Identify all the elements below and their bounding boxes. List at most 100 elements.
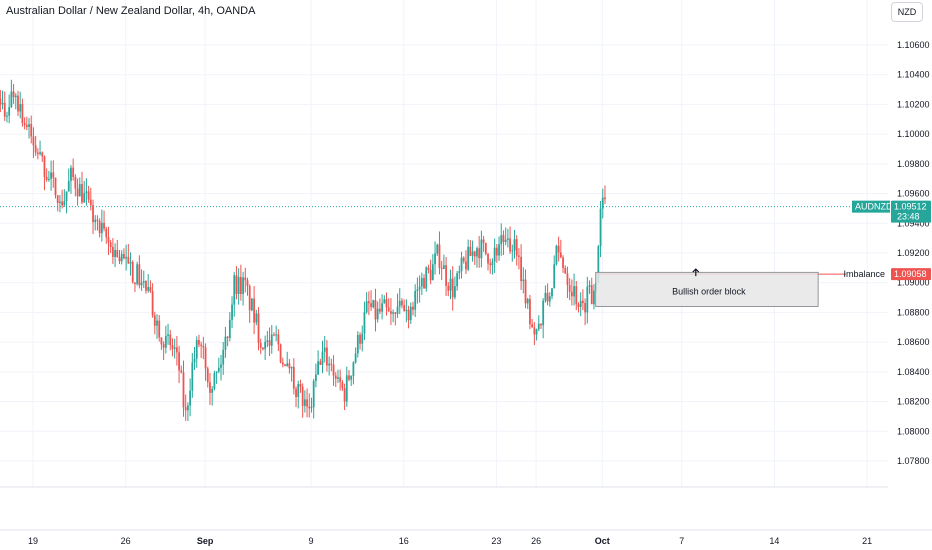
candle-body bbox=[52, 172, 55, 178]
candle-body bbox=[251, 298, 253, 311]
candle-body bbox=[100, 222, 103, 234]
chart-title: Australian Dollar / New Zealand Dollar, … bbox=[6, 5, 256, 17]
candle-body bbox=[440, 267, 443, 269]
candle-body bbox=[118, 257, 121, 262]
candle-body bbox=[577, 304, 580, 308]
candle-body bbox=[237, 277, 240, 294]
candle-body bbox=[184, 407, 187, 411]
candle-body bbox=[180, 370, 183, 373]
candle-body bbox=[378, 308, 381, 312]
candle-body bbox=[480, 239, 483, 259]
candle-body bbox=[268, 340, 271, 346]
candle-body bbox=[323, 347, 326, 352]
candle-body bbox=[178, 352, 180, 371]
candle-body bbox=[310, 407, 313, 409]
candle-body bbox=[145, 281, 147, 291]
candle-body bbox=[348, 375, 350, 380]
candle-body bbox=[345, 375, 348, 402]
candle-body bbox=[43, 156, 46, 177]
candle-body bbox=[162, 344, 165, 348]
candle-body bbox=[72, 167, 75, 178]
candle-body bbox=[447, 285, 450, 291]
candle-body bbox=[495, 247, 498, 256]
candle-body bbox=[191, 362, 194, 391]
x-axis[interactable]: 19 26 Sep 9 16 23 26 Oct 7 14 21 bbox=[28, 536, 872, 546]
order-block-box[interactable] bbox=[595, 271, 819, 307]
candle-body bbox=[385, 299, 388, 308]
candle-body bbox=[451, 278, 454, 298]
candle-body bbox=[301, 386, 304, 406]
candle-body bbox=[436, 244, 439, 254]
candle-body bbox=[593, 290, 595, 305]
candle-body bbox=[535, 329, 538, 335]
candle-body bbox=[500, 235, 503, 245]
candle-body bbox=[564, 267, 567, 274]
candle-body bbox=[438, 244, 441, 268]
candle-body bbox=[526, 298, 529, 304]
candle-body bbox=[248, 286, 251, 311]
candle-body bbox=[341, 382, 344, 389]
candle-body bbox=[200, 344, 203, 346]
candle-body bbox=[476, 248, 478, 257]
symbol-badge bbox=[852, 200, 890, 213]
candle-body bbox=[92, 205, 94, 223]
candle-body bbox=[367, 301, 370, 304]
y-tick-label: 1.09800 bbox=[897, 159, 930, 169]
candle-body bbox=[47, 178, 50, 180]
candle-body bbox=[120, 254, 123, 262]
y-tick-label: 1.09400 bbox=[897, 218, 930, 228]
current-price-badge bbox=[891, 200, 931, 223]
candle-body bbox=[56, 195, 59, 204]
candle-body bbox=[70, 167, 72, 181]
candle-body bbox=[3, 102, 6, 117]
candle-body bbox=[175, 347, 178, 353]
candle-body bbox=[568, 284, 571, 292]
candle-body bbox=[171, 344, 174, 349]
x-tick-label: 23 bbox=[491, 536, 501, 546]
candle-body bbox=[551, 288, 553, 297]
candle-body bbox=[98, 220, 101, 234]
candle-body bbox=[158, 320, 161, 338]
candle-body bbox=[21, 104, 24, 123]
candle-body bbox=[257, 313, 260, 343]
y-tick-label: 1.07800 bbox=[897, 456, 930, 466]
candle-body bbox=[365, 301, 368, 313]
candle-body bbox=[529, 298, 531, 325]
candle-body bbox=[553, 264, 556, 289]
candle-body bbox=[509, 238, 511, 252]
candle-body bbox=[482, 239, 485, 243]
candle-body bbox=[467, 246, 470, 270]
symbol-label: AUDNZD bbox=[855, 202, 893, 212]
candle-body bbox=[36, 152, 39, 155]
grid-lines bbox=[0, 0, 888, 487]
candle-body bbox=[533, 327, 536, 335]
candle-body bbox=[76, 188, 79, 197]
currency-button[interactable]: NZD bbox=[891, 2, 923, 22]
candle-body bbox=[67, 180, 70, 192]
candle-body bbox=[211, 388, 214, 393]
candle-body bbox=[314, 374, 317, 382]
x-tick-label: 16 bbox=[399, 536, 409, 546]
candle-body bbox=[354, 353, 357, 363]
candle-body bbox=[573, 286, 575, 297]
candle-body bbox=[131, 262, 134, 283]
candle-body bbox=[1, 102, 4, 105]
candle-body bbox=[81, 184, 83, 203]
candle-body bbox=[222, 349, 225, 365]
candle-body bbox=[303, 399, 306, 406]
x-tick-label: 21 bbox=[862, 536, 872, 546]
candle-body bbox=[164, 335, 167, 348]
candle-body bbox=[116, 250, 119, 258]
candle-body bbox=[343, 388, 346, 402]
candle-body bbox=[471, 251, 474, 256]
y-axis[interactable]: 1.10600 1.10400 1.10200 1.10000 1.09800 1.096… bbox=[897, 40, 930, 466]
candle-body bbox=[418, 286, 421, 290]
candle-body bbox=[504, 239, 507, 242]
candle-body bbox=[511, 250, 514, 252]
candle-body bbox=[149, 287, 152, 292]
candle-body bbox=[462, 257, 465, 262]
candle-body bbox=[392, 312, 395, 314]
candle-body bbox=[579, 300, 582, 308]
candle-body bbox=[542, 300, 545, 326]
